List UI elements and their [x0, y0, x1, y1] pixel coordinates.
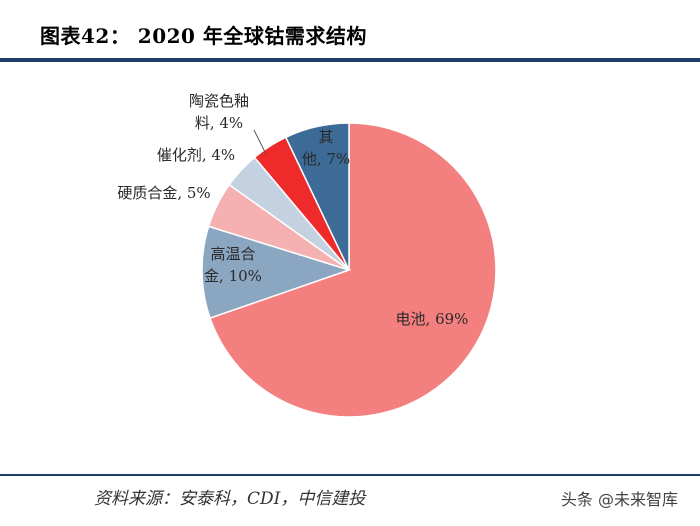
bottom-divider — [0, 474, 700, 476]
source-note: 资料来源：安泰科，CDI，中信建投 — [94, 489, 366, 509]
pie-slice-1 — [209, 122, 497, 418]
slice-label-6: 其他, 7% — [302, 128, 350, 168]
slice-label-1: 电池, 69% — [396, 310, 469, 328]
pie-slice-2 — [201, 225, 352, 320]
leader-line-5 — [253, 129, 267, 155]
slice-label-2: 高温合金, 10% — [204, 245, 262, 285]
header: 图表42： 2020 年全球钴需求结构 — [0, 0, 700, 58]
chart-title: 图表42： 2020 年全球钴需求结构 — [40, 24, 367, 48]
slice-label-3: 硬质合金, 5% — [117, 184, 210, 202]
pie-slices — [201, 122, 497, 418]
pie-slice-6 — [284, 122, 350, 271]
top-divider — [0, 58, 700, 62]
slice-label-4: 催化剂, 4% — [157, 146, 235, 164]
watermark: 头条 @未来智库 — [560, 490, 678, 509]
pie-chart: 电池, 69% 高温合金, 10% 硬质合金, 5% 催化剂, 4% 陶瓷色釉料, 4%… — [117, 92, 497, 418]
leader-lines — [253, 129, 267, 155]
slice-labels: 电池, 69% 高温合金, 10% 硬质合金, 5% 催化剂, 4% 陶瓷色釉料, 4%… — [117, 92, 468, 328]
slice-label-5: 陶瓷色釉料, 4% — [189, 92, 249, 132]
